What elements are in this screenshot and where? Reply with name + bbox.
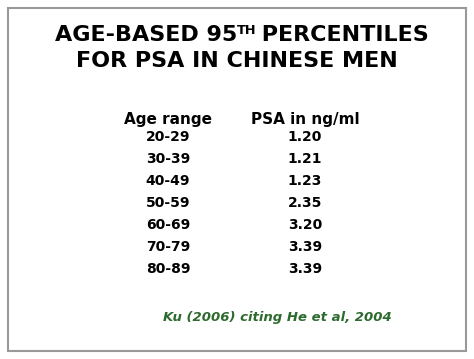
Text: Age range: Age range xyxy=(124,112,212,127)
Text: 20-29: 20-29 xyxy=(146,130,190,144)
Text: FOR PSA IN CHINESE MEN: FOR PSA IN CHINESE MEN xyxy=(76,51,398,71)
Text: AGE-BASED 95: AGE-BASED 95 xyxy=(55,25,237,45)
Text: 2.35: 2.35 xyxy=(288,196,322,210)
Text: 3.39: 3.39 xyxy=(288,240,322,254)
Text: 30-39: 30-39 xyxy=(146,152,190,166)
Text: TH: TH xyxy=(237,24,256,37)
Text: PSA in ng/ml: PSA in ng/ml xyxy=(251,112,359,127)
FancyBboxPatch shape xyxy=(8,8,466,351)
Text: 50-59: 50-59 xyxy=(146,196,190,210)
Text: 1.21: 1.21 xyxy=(288,152,322,166)
Text: 80-89: 80-89 xyxy=(146,262,190,276)
Text: 3.20: 3.20 xyxy=(288,218,322,232)
Text: 60-69: 60-69 xyxy=(146,218,190,232)
Text: PERCENTILES: PERCENTILES xyxy=(254,25,429,45)
Text: 1.20: 1.20 xyxy=(288,130,322,144)
Text: 70-79: 70-79 xyxy=(146,240,190,254)
Text: 40-49: 40-49 xyxy=(146,174,190,188)
Text: 1.23: 1.23 xyxy=(288,174,322,188)
Text: 3.39: 3.39 xyxy=(288,262,322,276)
Text: Ku (2006) citing He et al, 2004: Ku (2006) citing He et al, 2004 xyxy=(163,311,392,324)
